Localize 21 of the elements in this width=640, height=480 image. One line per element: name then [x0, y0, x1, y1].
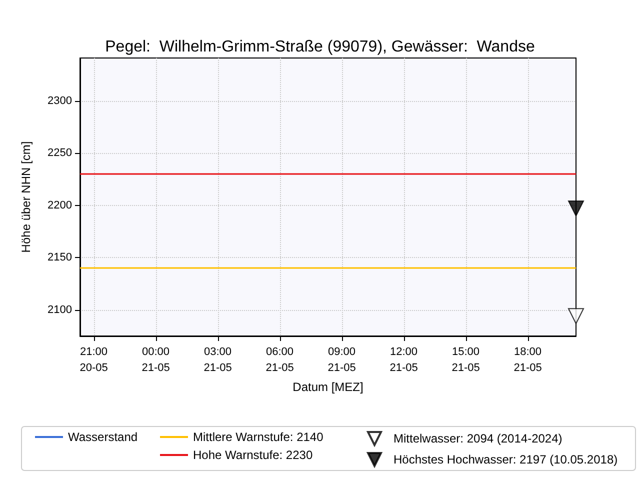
y-tick-label: 2200 — [48, 199, 72, 212]
legend-label: Mittlere Warnstufe: 2140 — [193, 430, 324, 444]
y-tick-label: 2100 — [48, 304, 72, 316]
x-tick-label: 09:00 21-05 — [328, 346, 356, 374]
legend-label: Mittelwasser: 2094 (2014-2024) — [394, 432, 562, 446]
x-tick-label: 06:00 21-05 — [266, 346, 294, 374]
x-tick-label: 15:00 21-05 — [452, 346, 480, 374]
y-tick-label: 2300 — [48, 94, 72, 107]
y-tick-label: 2150 — [48, 252, 72, 264]
x-axis-title: Datum [MEZ] — [292, 380, 364, 394]
x-tick-label: 21:00 20-05 — [80, 346, 108, 374]
x-tick-label: 18:00 21-05 — [514, 346, 542, 374]
x-tick-label: 12:00 21-05 — [390, 346, 418, 374]
x-tick-label: 00:00 21-05 — [142, 346, 170, 374]
y-axis-title: Höhe über NHN [cm] — [19, 141, 33, 253]
y-tick-label: 2250 — [48, 147, 72, 160]
legend-label: Hohe Warnstufe: 2230 — [193, 448, 313, 462]
x-tick-label: 03:00 21-05 — [204, 346, 232, 374]
legend-label: Höchstes Hochwasser: 2197 (10.05.2018) — [394, 452, 618, 466]
chart-title: Pegel: Wilhelm-Grimm-Straße (99079), Gewässer: Wandse — [105, 38, 535, 56]
legend-label: Wasserstand — [68, 430, 138, 444]
